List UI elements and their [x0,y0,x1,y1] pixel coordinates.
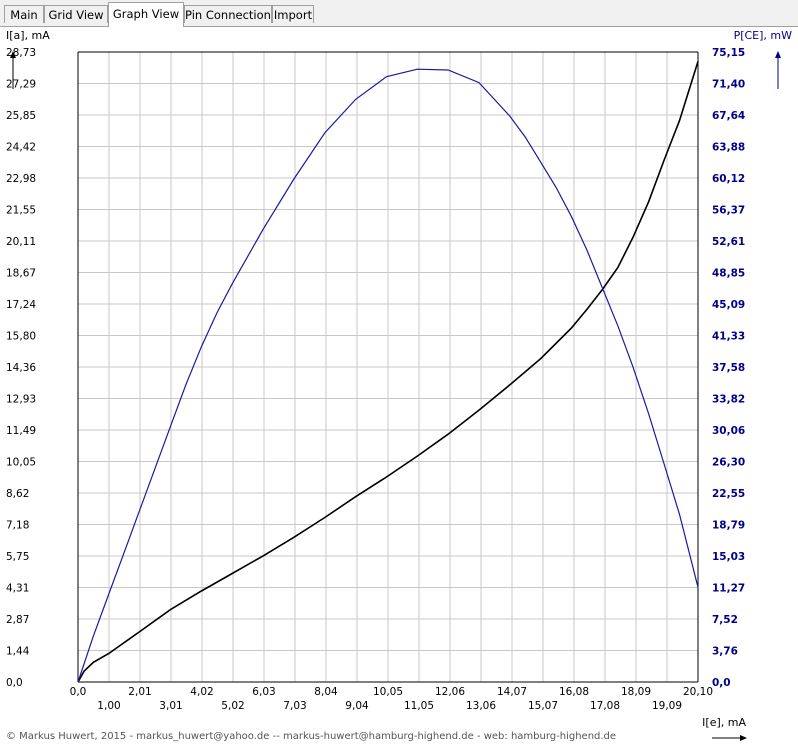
x-tick-label: 20,10 [683,686,713,698]
right-axis-arrow-icon [775,51,781,89]
series-anode-current [77,61,699,683]
x-tick-label: 3,01 [159,700,182,712]
iv-chart: I[a], mA P[CE], mW I[e], mA 0,0 1,44 2,87 4… [6,29,793,742]
right-tick-label: 26,30 [712,457,745,469]
left-tick-label: 2,87 [6,614,29,626]
left-tick-label: 18,67 [6,268,36,280]
right-tick-label: 18,79 [712,520,745,532]
left-axis-arrow-icon [10,51,16,89]
x-tick-labels: 0,0 1,00 2,01 3,01 4,02 5,02 6,03 7,03 8,04 9,04 1… [70,686,713,712]
right-tick-labels: 0,0 3,76 7,52 11,27 15,03 18,79 22,55 26,30 30,0… [712,47,745,689]
footer-copyright: © Markus Huwert, 2015 - markus_huwert@ya… [6,731,616,742]
x-tick-label: 5,02 [221,700,244,712]
x-tick-label: 4,02 [190,686,213,698]
left-tick-label: 28,73 [6,47,36,59]
left-tick-labels: 0,0 1,44 2,87 4,31 5,75 7,18 8,62 10,05 11,49 12,… [6,47,36,689]
x-axis-title: I[e], mA [702,716,746,729]
tab-import[interactable]: Import [272,5,314,23]
left-tick-label: 22,98 [6,173,36,185]
right-axis-title: P[CE], mW [734,29,793,42]
x-tick-label: 8,04 [314,686,338,698]
x-tick-label: 0,0 [70,686,87,698]
right-tick-label: 45,09 [712,299,745,311]
x-tick-label: 11,05 [404,700,434,712]
tab-pin-connection[interactable]: Pin Connection [184,5,272,23]
x-tick-label: 12,06 [435,686,465,698]
left-tick-label: 7,18 [6,520,29,532]
series-power-dissipation [77,68,699,683]
right-tick-label: 71,40 [712,79,745,91]
right-tick-label: 48,85 [712,268,745,280]
left-tick-label: 17,24 [6,299,36,311]
left-tick-label: 14,36 [6,362,36,374]
graph-panel: I[a], mA P[CE], mW I[e], mA 0,0 1,44 2,87 4… [0,27,798,750]
left-tick-label: 10,05 [6,457,36,469]
axes [77,51,699,683]
right-tick-label: 7,52 [712,614,738,626]
right-tick-label: 63,88 [712,142,745,154]
x-tick-label: 9,04 [345,700,369,712]
x-tick-label: 10,05 [373,686,403,698]
tab-grid-view[interactable]: Grid View [44,5,108,23]
right-tick-label: 15,03 [712,551,745,563]
right-tick-label: 75,15 [712,47,745,59]
right-tick-label: 0,0 [712,677,731,689]
right-tick-label: 41,33 [712,331,745,343]
x-tick-label: 19,09 [652,700,682,712]
right-tick-label: 3,76 [712,646,738,658]
left-tick-label: 20,11 [6,236,36,248]
left-tick-label: 4,31 [6,583,29,595]
grid [78,52,698,682]
left-tick-label: 25,85 [6,110,36,122]
x-tick-label: 2,01 [128,686,151,698]
left-tick-label: 21,55 [6,205,36,217]
x-tick-label: 1,00 [97,700,120,712]
x-tick-label: 17,08 [590,700,620,712]
x-tick-label: 13,06 [466,700,496,712]
right-tick-label: 11,27 [712,583,745,595]
x-tick-label: 15,07 [528,700,558,712]
tab-main[interactable]: Main [4,5,44,23]
left-tick-label: 11,49 [6,425,36,437]
tab-bar: Main Grid View Graph View Pin Connection… [0,0,798,27]
left-tick-label: 8,62 [6,488,29,500]
x-tick-label: 14,07 [497,686,527,698]
right-tick-label: 22,55 [712,488,745,500]
right-tick-label: 30,06 [712,425,745,437]
right-tick-label: 60,12 [712,173,745,185]
right-tick-label: 56,37 [712,205,745,217]
tab-graph-view[interactable]: Graph View [108,2,184,27]
left-tick-label: 27,29 [6,79,36,91]
x-tick-label: 16,08 [559,686,589,698]
left-tick-label: 12,93 [6,394,36,406]
left-tick-label: 5,75 [6,551,29,563]
left-tick-label: 0,0 [6,677,23,689]
left-tick-label: 1,44 [6,646,30,658]
x-tick-label: 18,09 [621,686,651,698]
left-axis-title: I[a], mA [6,29,50,42]
x-axis-arrow-icon [712,735,747,741]
left-tick-label: 15,80 [6,331,36,343]
right-tick-label: 67,64 [712,110,745,122]
x-tick-label: 7,03 [283,700,306,712]
x-tick-label: 6,03 [252,686,275,698]
right-tick-label: 52,61 [712,236,745,248]
right-tick-label: 37,58 [712,362,745,374]
left-tick-label: 24,42 [6,142,36,154]
right-tick-label: 33,82 [712,394,745,406]
